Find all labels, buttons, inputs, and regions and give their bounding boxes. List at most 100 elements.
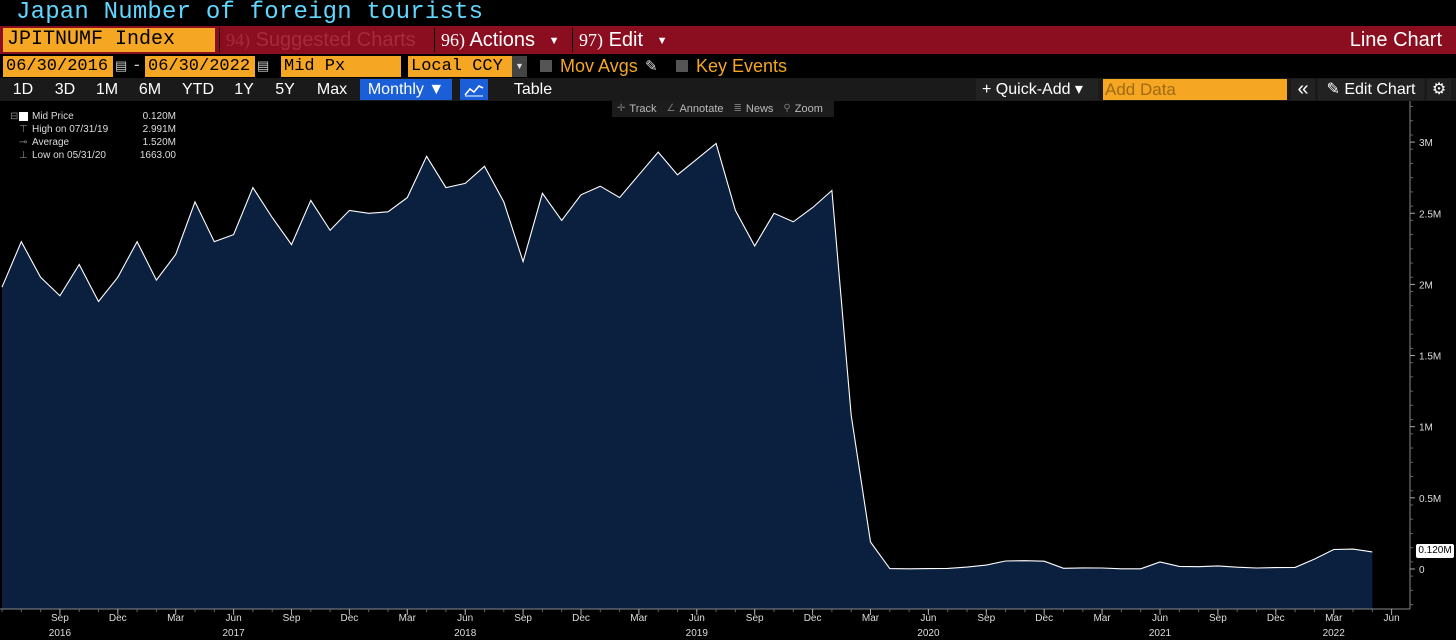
legend-series-label: Mid Price: [32, 111, 74, 122]
annotate-tool[interactable]: ∠ Annotate: [661, 101, 728, 117]
mov-avgs-checkbox[interactable]: [540, 60, 552, 72]
y-tick-label: 3M: [1419, 138, 1433, 149]
x-tick-label: Dec: [1267, 613, 1285, 624]
chart-type-label[interactable]: Line Chart: [1349, 29, 1442, 51]
line-chart-icon[interactable]: [460, 79, 488, 100]
range-1d-button[interactable]: 1D: [12, 81, 34, 98]
y-tick-label: 0.5M: [1419, 494, 1441, 505]
mov-avgs-label: Mov Avgs: [560, 56, 638, 76]
suggested-charts-number: 94): [226, 30, 250, 50]
actions-label: Actions: [469, 29, 536, 51]
annotate-label: Annotate: [679, 103, 724, 115]
edit-chart-button[interactable]: ✎ Edit Chart: [1318, 79, 1424, 100]
x-tick-label: Jun: [1384, 613, 1400, 624]
x-tick-label: Dec: [109, 613, 127, 624]
legend-high-value: 2.991M: [142, 124, 176, 135]
gear-icon[interactable]: ⚙: [1427, 79, 1451, 100]
edit-label: Edit: [608, 29, 644, 51]
end-date-field[interactable]: 06/30/2022: [145, 56, 255, 77]
x-tick-label: Jun: [226, 613, 242, 624]
edit-menu[interactable]: 97) Edit ▼: [572, 28, 672, 52]
x-year-label: 2016: [49, 628, 72, 639]
legend-high-label: High on 07/31/19: [32, 124, 109, 135]
field-selector[interactable]: Mid Px: [281, 56, 401, 77]
actions-number: 96): [441, 30, 465, 50]
start-date-field[interactable]: 06/30/2016: [3, 56, 113, 77]
x-tick-label: Mar: [167, 613, 185, 624]
command-bar: [0, 26, 1456, 54]
x-year-label: 2019: [686, 628, 709, 639]
x-tick-label: Jun: [689, 613, 705, 624]
news-tool[interactable]: ≣ News: [729, 101, 779, 117]
y-tick-label: 2M: [1419, 280, 1433, 291]
series-area: [2, 143, 1373, 609]
range-3d-button[interactable]: 3D: [54, 81, 76, 98]
range-1m-button[interactable]: 1M: [95, 81, 119, 98]
zoom-tool[interactable]: ⚲ Zoom: [778, 101, 827, 117]
zoom-label: Zoom: [794, 103, 823, 115]
x-tick-label: Mar: [399, 613, 417, 624]
legend-low-row: ⊥ Low on 05/31/20 1663.00: [7, 149, 179, 162]
x-year-label: 2021: [1149, 628, 1172, 639]
x-tick-label: Dec: [341, 613, 359, 624]
expand-icon: ⊟: [10, 111, 19, 122]
series-line: [1, 142, 1373, 570]
average-marker-icon: ⊸: [19, 137, 28, 148]
pencil-icon[interactable]: ✎: [645, 58, 658, 75]
range-max-button[interactable]: Max: [316, 81, 348, 98]
legend-series-row[interactable]: ⊟ Mid Price 0.120M: [7, 110, 179, 123]
legend-average-value: 1.520M: [142, 137, 176, 148]
ticker-field[interactable]: JPITNUMF Index: [3, 28, 215, 52]
key-events-label: Key Events: [696, 56, 788, 76]
actions-menu[interactable]: 96) Actions ▼: [434, 28, 570, 52]
magnifier-icon: ⚲: [783, 103, 791, 114]
range-ytd-button[interactable]: YTD: [182, 81, 214, 98]
suggested-charts-menu[interactable]: 94) Suggested Charts: [219, 28, 431, 52]
chart-tool-strip: ✛ Track ∠ Annotate ≣ News ⚲ Zoom: [612, 101, 834, 117]
calendar-icon[interactable]: ▤: [115, 58, 128, 73]
date-separator: -: [134, 55, 140, 74]
news-icon: ≣: [733, 103, 742, 114]
currency-selector[interactable]: Local CCY: [408, 56, 512, 77]
legend-average-label: Average: [32, 137, 70, 148]
x-tick-label: Sep: [51, 613, 69, 624]
caret-down-icon: ▼: [656, 34, 668, 47]
x-tick-label: Sep: [1209, 613, 1227, 624]
x-tick-label: Dec: [804, 613, 822, 624]
calendar-icon[interactable]: ▤: [257, 58, 270, 73]
y-tick-label: 0: [1419, 565, 1425, 576]
track-tool[interactable]: ✛ Track: [612, 101, 661, 117]
x-year-label: 2018: [454, 628, 477, 639]
range-6m-button[interactable]: 6M: [138, 81, 162, 98]
range-5y-button[interactable]: 5Y: [275, 81, 295, 98]
quick-add-button[interactable]: + Quick-Add ▾: [976, 79, 1098, 100]
x-tick-label: Mar: [630, 613, 648, 624]
x-tick-label: Dec: [1035, 613, 1053, 624]
crosshair-icon: ✛: [617, 103, 626, 114]
chevron-down-icon[interactable]: ▼: [512, 56, 527, 77]
edit-number: 97): [579, 30, 603, 50]
x-year-label: 2020: [917, 628, 940, 639]
y-tick-label: 1.5M: [1419, 352, 1441, 363]
edit-chart-label: Edit Chart: [1344, 81, 1416, 98]
legend-low-value: 1663.00: [139, 150, 176, 161]
key-events-checkbox[interactable]: [676, 60, 688, 72]
x-tick-label: Jun: [1152, 613, 1168, 624]
add-data-input[interactable]: Add Data: [1103, 79, 1287, 100]
legend-low-label: Low on 05/31/20: [32, 150, 106, 161]
x-tick-label: Sep: [283, 613, 301, 624]
table-button[interactable]: Table: [513, 81, 553, 98]
collapse-icon[interactable]: «: [1291, 79, 1315, 100]
x-tick-label: Sep: [746, 613, 764, 624]
period-monthly-dropdown[interactable]: Monthly ▼: [360, 79, 452, 100]
x-tick-label: Mar: [1093, 613, 1111, 624]
low-marker-icon: ⊥: [19, 150, 28, 161]
chart-legend: ⊟ Mid Price 0.120M ⊤ High on 07/31/19 2.…: [7, 110, 179, 162]
range-1y-button[interactable]: 1Y: [234, 81, 254, 98]
line-chart[interactable]: 0 0.5M 1M 1.5M 2M 2.5M 3M Sep Dec Mar Jun Sep Dec Mar…: [0, 101, 1456, 640]
news-label: News: [745, 103, 774, 115]
x-tick-label: Mar: [1325, 613, 1343, 624]
series-swatch: [19, 112, 28, 121]
x-year-label: 2022: [1323, 628, 1346, 639]
legend-high-row: ⊤ High on 07/31/19 2.991M: [7, 123, 179, 136]
